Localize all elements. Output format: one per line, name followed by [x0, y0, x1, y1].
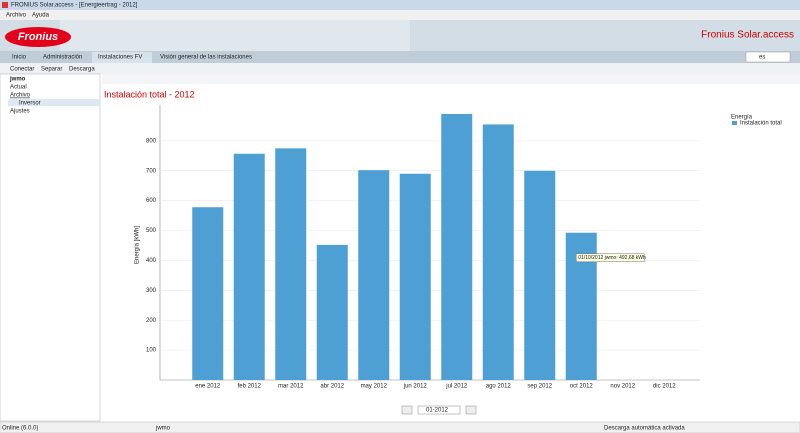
bar: [316, 244, 348, 380]
x-tick-label: feb 2012: [238, 384, 262, 390]
status-text: Descarga automática activada: [604, 426, 685, 432]
chart-title: Instalación total - 2012: [104, 89, 195, 99]
y-tick-label: 100: [146, 348, 157, 354]
bar: [482, 124, 514, 380]
y-tick-label: 800: [146, 138, 157, 144]
x-tick-label: may 2012: [361, 384, 388, 390]
y-tick-label: 500: [146, 228, 157, 234]
menu-item[interactable]: Ayuda: [32, 13, 50, 19]
y-tick-label: 200: [146, 318, 157, 324]
next-button[interactable]: [465, 405, 477, 415]
bar: [275, 148, 307, 380]
x-tick-label: abr 2012: [320, 384, 344, 390]
status-text: jwmo: [155, 426, 171, 432]
x-tick-label: sep 2012: [527, 384, 552, 390]
menu-bar: [0, 10, 800, 20]
y-tick-label: 300: [146, 288, 157, 294]
logo: Fronius: [18, 31, 58, 43]
product-name: Fronius Solar.access: [701, 30, 794, 41]
x-tick-label: nov 2012: [610, 384, 635, 390]
language-select[interactable]: [745, 51, 791, 63]
toolbar-button[interactable]: Separar: [41, 67, 62, 73]
app-icon: [2, 2, 8, 8]
bar: [192, 207, 224, 380]
title-bar: [0, 0, 800, 10]
toolbar-button[interactable]: Conectar: [10, 67, 34, 73]
tree-root[interactable]: jwmo: [9, 77, 26, 83]
language: es: [759, 55, 765, 61]
tree-item[interactable]: Actual: [10, 85, 27, 91]
x-tick-label: mar 2012: [278, 384, 304, 390]
x-tick-label: jun 2012: [403, 384, 428, 390]
period: 01-2012: [426, 408, 449, 414]
header-image: [60, 20, 410, 51]
tooltip-box: [576, 253, 645, 262]
menu-item[interactable]: Archivo: [6, 13, 27, 19]
status-text: Online (6.0.0): [2, 426, 38, 432]
y-tick-label: 700: [146, 168, 157, 174]
active-tab: [92, 52, 152, 63]
tree-selection: [8, 99, 100, 106]
toolbar: [0, 63, 800, 74]
tab[interactable]: Inicio: [12, 55, 27, 61]
bar: [399, 173, 431, 380]
x-tick-label: jul 2012: [445, 384, 468, 390]
bar: [358, 170, 390, 380]
legend-label: Instalación total: [740, 121, 782, 127]
window-title: FRONIUS Solar.access - [Energieertrag - …: [11, 3, 138, 9]
tooltip: 01/10/2012 jwmo: 492,68 kWh: [578, 255, 646, 261]
tree-panel: [0, 73, 101, 422]
x-tick-label: oct 2012: [570, 384, 594, 390]
period-select[interactable]: [417, 405, 461, 415]
x-tick-label: ene 2012: [195, 384, 221, 390]
status-bar: [0, 421, 800, 433]
tab[interactable]: Instalaciones FV: [98, 55, 142, 61]
bar: [524, 170, 556, 380]
tab-bar: [0, 51, 800, 63]
tree-item[interactable]: Ajustes: [10, 109, 30, 115]
tab[interactable]: Administración: [43, 55, 82, 61]
y-axis-label: Energía [kWh]: [135, 226, 141, 264]
x-tick-label: dic 2012: [653, 384, 676, 390]
prev-button[interactable]: [401, 405, 413, 415]
tree-item[interactable]: Archivo: [10, 93, 31, 99]
tab[interactable]: Visión general de las instalaciones: [160, 55, 252, 61]
logo-badge: [5, 27, 71, 47]
tree-item[interactable]: Inversor: [19, 101, 41, 107]
toolbar-button[interactable]: Descarga: [69, 67, 95, 73]
bar: [233, 153, 265, 380]
legend-swatch: [732, 121, 737, 125]
y-tick-label: 600: [146, 198, 157, 204]
x-tick-label: ago 2012: [486, 384, 512, 390]
chart-toolbar: [102, 74, 800, 84]
y-tick-label: 400: [146, 258, 157, 264]
bar: [441, 113, 473, 380]
legend-title: Energía: [731, 115, 753, 121]
